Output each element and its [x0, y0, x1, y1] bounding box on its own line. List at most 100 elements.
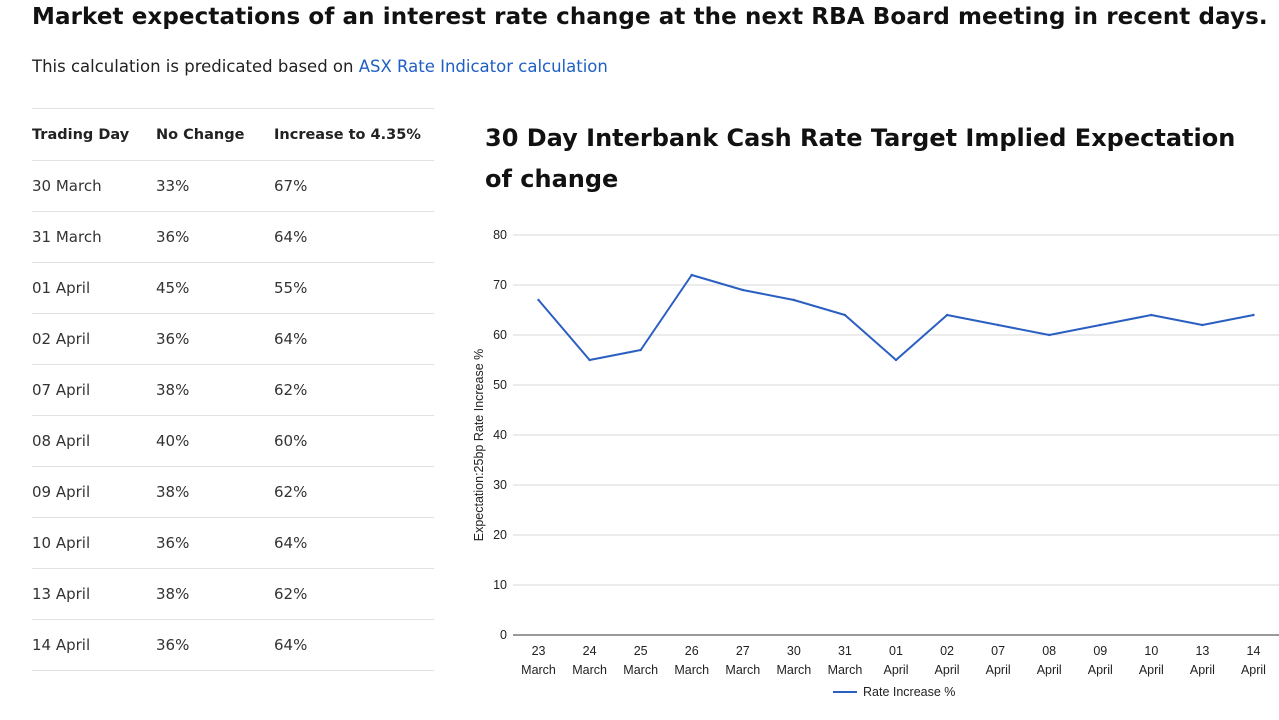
table-cell: 64% [274, 517, 434, 569]
x-tick-label-line: 09 [1093, 644, 1107, 658]
table-row: 10 April 36% 64% [32, 517, 434, 569]
asx-rate-indicator-link[interactable]: ASX Rate Indicator calculation [358, 57, 608, 76]
chart-title: 30 Day Interbank Cash Rate Target Implie… [485, 124, 1236, 193]
data-point [741, 288, 744, 292]
data-point [537, 298, 540, 302]
y-tick-label: 0 [500, 628, 507, 642]
x-tick-label: 09 April [1088, 644, 1113, 677]
table-row: 30 March 33% 67% [32, 160, 434, 212]
table-cell: 45% [156, 262, 274, 314]
y-tick-label: 80 [493, 228, 507, 242]
page-title: Market expectations of an interest rate … [32, 4, 1268, 30]
legend-label: Rate Increase % [863, 685, 955, 699]
x-tick-label: 31 March [828, 644, 863, 677]
data-point [1252, 313, 1255, 317]
table-row: 14 April 36% 64% [32, 619, 434, 671]
x-tick-label: 07 April [986, 644, 1011, 677]
data-point [894, 358, 898, 362]
x-tick-label-line: 27 [736, 644, 750, 658]
x-tick-label-line: 01 [889, 644, 903, 658]
table-cell: 14 April [32, 619, 156, 671]
y-tick-label: 50 [493, 378, 507, 392]
table-cell: 38% [156, 364, 274, 416]
table-cell: 55% [274, 262, 434, 314]
series-line [537, 274, 1254, 361]
x-tick-label-line: 23 [532, 644, 546, 658]
x-tick-label-line: March [572, 663, 607, 677]
x-tick-label: 10 April [1139, 644, 1164, 677]
table-row: 13 April 38% 62% [32, 568, 434, 620]
data-point [1150, 313, 1153, 317]
table-row: 31 March 36% 64% [32, 211, 434, 263]
data-point [1099, 323, 1102, 327]
intro-label: This calculation is predicated based on [32, 57, 359, 76]
x-tick-label-line: 14 [1247, 644, 1261, 658]
y-tick-label: 60 [493, 328, 507, 342]
table-row: 09 April 38% 62% [32, 466, 434, 518]
y-tick-label: 40 [493, 428, 507, 442]
x-tick-label: 27 March [725, 644, 760, 677]
table-cell: 64% [274, 313, 434, 365]
intro-text: This calculation is predicated based on … [32, 57, 608, 76]
x-tick-label-line: 07 [991, 644, 1005, 658]
table-cell: 07 April [32, 364, 156, 416]
y-tick-label: 20 [493, 528, 507, 542]
x-tick-label-line: March [623, 663, 658, 677]
x-tick-label: 30 March [776, 644, 811, 677]
data-point [588, 358, 591, 362]
table-cell: 30 March [32, 160, 156, 212]
x-tick-label-line: 25 [634, 644, 648, 658]
table-cell: 36% [156, 619, 274, 671]
x-tick-label: 23 March [521, 644, 556, 677]
table-cell: 02 April [32, 313, 156, 365]
table-cell: 67% [274, 160, 434, 212]
data-point [792, 298, 796, 302]
data-point [639, 348, 642, 352]
table-cell: 09 April [32, 466, 156, 518]
x-tick-label: 01 April [883, 644, 908, 677]
x-tick-label: 14 April [1241, 644, 1266, 677]
table-cell: 36% [156, 211, 274, 263]
table-cell: 62% [274, 364, 434, 416]
data-point [1201, 323, 1204, 327]
table-cell: 31 March [32, 211, 156, 263]
y-tick-label: 30 [493, 478, 507, 492]
table-body: 30 March 33% 67% 31 March 36% 64% 01 April 45% 5… [32, 160, 434, 671]
data-point [945, 313, 949, 317]
table-cell: 10 April [32, 517, 156, 569]
column-header: No Change [156, 108, 274, 161]
x-tick-label-line: 02 [940, 644, 954, 658]
x-tick-label-line: April [1037, 663, 1062, 677]
table-cell: 64% [274, 211, 434, 263]
table-cell: 08 April [32, 415, 156, 467]
table-header-row: Trading Day No Change Increase to 4.35% [32, 108, 434, 161]
table-cell: 33% [156, 160, 274, 212]
table-cell: 38% [156, 466, 274, 518]
table-cell: 60% [274, 415, 434, 467]
table-cell: 62% [274, 466, 434, 518]
data-point [1048, 333, 1051, 337]
x-tick-label-line: April [935, 663, 960, 677]
table-row: 02 April 36% 64% [32, 313, 434, 365]
x-tick-label-line: March [828, 663, 863, 677]
y-tick-label: 70 [493, 278, 507, 292]
x-tick-label: 02 April [935, 644, 960, 677]
x-tick-label-line: 10 [1144, 644, 1158, 658]
x-tick-label-line: 26 [685, 644, 699, 658]
x-tick-label-line: March [776, 663, 811, 677]
expectations-table: Trading Day No Change Increase to 4.35% 30… [32, 108, 434, 671]
table-cell: 36% [156, 313, 274, 365]
table-row: 01 April 45% 55% [32, 262, 434, 314]
column-header: Trading Day [32, 108, 156, 161]
table-cell: 64% [274, 619, 434, 671]
table-cell: 13 April [32, 568, 156, 620]
x-tick-label: 08 April [1037, 644, 1062, 677]
x-tick-label-line: March [521, 663, 556, 677]
x-tick-label-line: April [883, 663, 908, 677]
column-header: Increase to 4.35% [274, 108, 434, 161]
table-row: 07 April 38% 62% [32, 364, 434, 416]
x-tick-label-line: April [1088, 663, 1113, 677]
y-axis-label: Expectation:25bp Rate Increase % [472, 349, 486, 541]
table-cell: 62% [274, 568, 434, 620]
